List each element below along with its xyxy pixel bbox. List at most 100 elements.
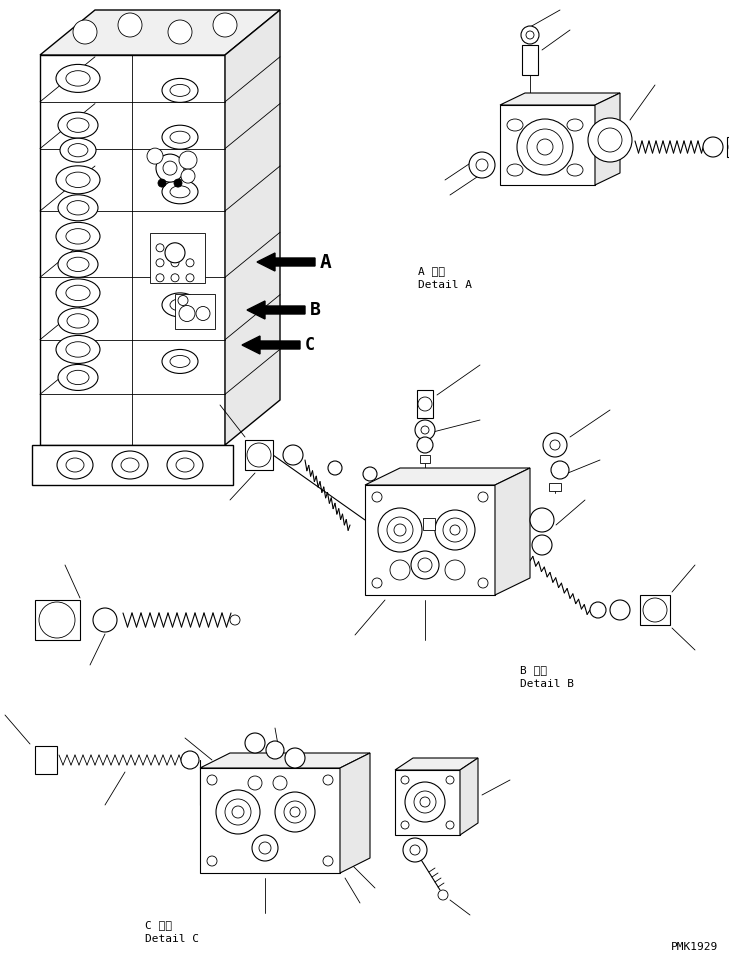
Text: A: A bbox=[320, 252, 332, 272]
Circle shape bbox=[543, 433, 567, 457]
Circle shape bbox=[156, 155, 184, 182]
Circle shape bbox=[372, 578, 382, 588]
Bar bbox=[420, 455, 430, 463]
Ellipse shape bbox=[58, 252, 98, 277]
Circle shape bbox=[610, 600, 630, 620]
Circle shape bbox=[394, 524, 406, 536]
Ellipse shape bbox=[567, 119, 583, 131]
Ellipse shape bbox=[121, 458, 139, 472]
Bar bbox=[150, 232, 205, 283]
Text: C 詳細: C 詳細 bbox=[145, 920, 172, 930]
Ellipse shape bbox=[162, 236, 198, 260]
Circle shape bbox=[418, 558, 432, 572]
Ellipse shape bbox=[56, 64, 100, 92]
Circle shape bbox=[174, 180, 182, 187]
Circle shape bbox=[178, 296, 188, 305]
Polygon shape bbox=[200, 753, 370, 768]
Ellipse shape bbox=[170, 132, 190, 143]
Ellipse shape bbox=[67, 371, 89, 385]
Circle shape bbox=[328, 461, 342, 475]
Circle shape bbox=[252, 835, 278, 861]
Bar bbox=[35, 600, 80, 640]
Ellipse shape bbox=[68, 144, 88, 156]
Text: B 詳細: B 詳細 bbox=[520, 665, 547, 675]
Circle shape bbox=[411, 551, 439, 579]
Ellipse shape bbox=[67, 201, 89, 215]
Ellipse shape bbox=[56, 335, 100, 364]
Ellipse shape bbox=[170, 84, 190, 96]
Circle shape bbox=[643, 598, 667, 622]
Bar bbox=[423, 518, 435, 530]
Ellipse shape bbox=[67, 314, 89, 328]
Ellipse shape bbox=[56, 166, 100, 194]
Text: Detail C: Detail C bbox=[145, 934, 199, 944]
Circle shape bbox=[156, 259, 164, 267]
Ellipse shape bbox=[67, 118, 89, 132]
FancyArrow shape bbox=[257, 253, 315, 271]
Circle shape bbox=[171, 259, 179, 267]
Ellipse shape bbox=[66, 172, 90, 187]
Circle shape bbox=[446, 776, 454, 784]
Circle shape bbox=[266, 741, 284, 759]
Ellipse shape bbox=[66, 342, 90, 357]
Circle shape bbox=[405, 782, 445, 822]
Circle shape bbox=[478, 578, 488, 588]
Polygon shape bbox=[395, 758, 478, 770]
Circle shape bbox=[421, 426, 429, 434]
Ellipse shape bbox=[162, 125, 198, 149]
Bar bbox=[727, 137, 729, 157]
Circle shape bbox=[213, 13, 237, 37]
Circle shape bbox=[248, 776, 262, 790]
Circle shape bbox=[207, 856, 217, 866]
Circle shape bbox=[417, 437, 433, 453]
Circle shape bbox=[196, 306, 210, 321]
Circle shape bbox=[284, 801, 306, 823]
Circle shape bbox=[527, 129, 563, 165]
Circle shape bbox=[443, 518, 467, 542]
Circle shape bbox=[156, 274, 164, 282]
Polygon shape bbox=[500, 105, 595, 185]
Circle shape bbox=[186, 259, 194, 267]
Circle shape bbox=[171, 274, 179, 282]
Circle shape bbox=[275, 792, 315, 832]
Circle shape bbox=[478, 492, 488, 502]
Circle shape bbox=[532, 535, 552, 555]
Ellipse shape bbox=[66, 285, 90, 300]
Bar bbox=[417, 390, 433, 418]
Circle shape bbox=[232, 806, 244, 818]
Ellipse shape bbox=[58, 365, 98, 391]
Circle shape bbox=[530, 508, 554, 532]
Circle shape bbox=[598, 128, 622, 152]
Ellipse shape bbox=[57, 451, 93, 479]
Polygon shape bbox=[395, 770, 460, 835]
Text: C: C bbox=[305, 336, 315, 354]
Circle shape bbox=[39, 602, 75, 638]
Circle shape bbox=[230, 615, 240, 625]
Circle shape bbox=[378, 508, 422, 552]
Circle shape bbox=[446, 821, 454, 829]
Polygon shape bbox=[40, 55, 225, 445]
Circle shape bbox=[590, 602, 606, 618]
Ellipse shape bbox=[507, 119, 523, 131]
Circle shape bbox=[420, 797, 430, 807]
Circle shape bbox=[323, 856, 333, 866]
Circle shape bbox=[73, 20, 97, 44]
Circle shape bbox=[363, 467, 377, 481]
Circle shape bbox=[163, 161, 177, 175]
Ellipse shape bbox=[67, 257, 89, 272]
Circle shape bbox=[450, 525, 460, 535]
Bar bbox=[175, 294, 215, 328]
Polygon shape bbox=[365, 485, 495, 595]
Circle shape bbox=[414, 791, 436, 813]
Circle shape bbox=[521, 26, 539, 44]
Polygon shape bbox=[365, 468, 530, 485]
Ellipse shape bbox=[66, 71, 90, 86]
Circle shape bbox=[415, 420, 435, 440]
Ellipse shape bbox=[162, 79, 198, 103]
Circle shape bbox=[323, 775, 333, 785]
Circle shape bbox=[445, 560, 465, 580]
Polygon shape bbox=[495, 468, 530, 595]
Bar bbox=[640, 595, 670, 625]
Circle shape bbox=[285, 748, 305, 768]
Circle shape bbox=[372, 492, 382, 502]
